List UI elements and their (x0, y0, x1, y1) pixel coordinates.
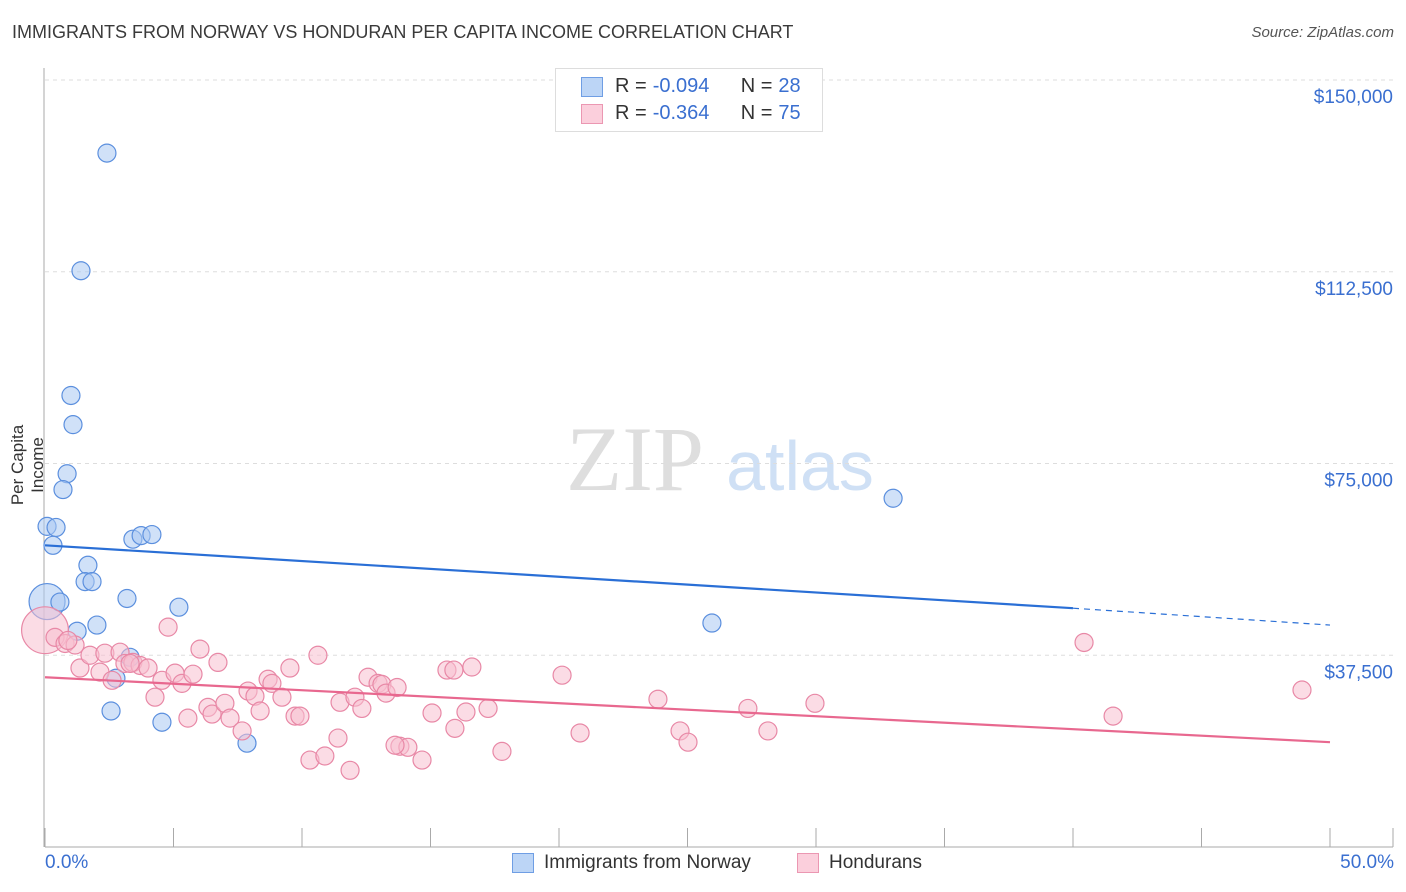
data-point (308, 645, 328, 665)
data-point (702, 613, 722, 633)
y-tick-label: $150,000 (1314, 87, 1393, 108)
data-point (422, 703, 442, 723)
data-point (385, 735, 405, 755)
r-label: R = (615, 102, 647, 124)
r-value: -0.364 (652, 102, 710, 124)
x-tick-min: 0.0% (45, 852, 89, 873)
bottom-legend-hondurans: Hondurans (797, 852, 922, 874)
data-point (250, 701, 270, 721)
data-point (678, 732, 698, 752)
data-point (208, 652, 228, 673)
r-label: R = (615, 75, 647, 97)
data-point (387, 677, 407, 698)
data-point (758, 721, 778, 741)
data-point (1103, 706, 1123, 726)
data-point (444, 660, 464, 680)
data-point (272, 687, 292, 707)
data-point (552, 665, 572, 685)
data-point (46, 517, 66, 538)
data-point (63, 415, 83, 435)
data-point (82, 572, 102, 592)
y-axis-label: Per Capita Income (8, 424, 47, 506)
data-point (78, 555, 98, 575)
legend-label: Immigrants from Norway (544, 852, 751, 873)
n-value: 75 (778, 102, 801, 124)
data-point (178, 708, 198, 728)
data-point (220, 708, 240, 728)
data-point (1292, 680, 1312, 700)
data-point (117, 588, 137, 609)
data-point (290, 706, 310, 726)
data-point (492, 741, 512, 761)
data-point (158, 617, 178, 637)
trend-line (44, 544, 1074, 610)
data-point (445, 718, 465, 738)
data-point (202, 704, 222, 724)
data-point (232, 721, 252, 741)
data-point (570, 723, 590, 743)
legend-row-hondurans: R = -0.364 N = 75 (581, 102, 801, 125)
data-point (61, 385, 81, 406)
data-point (340, 760, 360, 780)
data-point (50, 592, 70, 612)
data-point (120, 653, 140, 674)
data-point (57, 464, 77, 484)
data-point (1074, 632, 1094, 653)
watermark: atlas (726, 427, 874, 505)
data-point (352, 698, 372, 719)
data-point (738, 698, 758, 719)
data-point (280, 658, 300, 678)
legend-label: Hondurans (829, 852, 922, 873)
r-value: -0.094 (652, 75, 710, 97)
y-tick-label: $112,500 (1315, 279, 1393, 300)
data-point (478, 698, 498, 719)
data-point (145, 687, 165, 707)
data-point (648, 689, 668, 709)
chart-title: IMMIGRANTS FROM NORWAY VS HONDURAN PER C… (12, 22, 794, 42)
data-point (328, 728, 348, 748)
data-point (71, 261, 91, 281)
y-tick-label: $37,500 (1324, 662, 1393, 683)
data-point (183, 664, 203, 684)
data-point (883, 488, 903, 508)
data-point (70, 658, 90, 678)
data-point (53, 479, 73, 500)
legend-swatch (512, 853, 534, 873)
data-point (152, 712, 172, 732)
data-point (58, 630, 78, 651)
bottom-legend-norway: Immigrants from Norway (512, 852, 751, 874)
legend-swatch (797, 853, 819, 873)
n-label: N = (740, 75, 773, 97)
data-point (805, 693, 825, 713)
data-point (462, 657, 482, 677)
x-tick-max: 50.0% (1340, 852, 1394, 873)
data-point (169, 597, 189, 617)
trend-line-extension (1072, 607, 1331, 626)
data-point (97, 143, 117, 163)
trend-line (44, 676, 1331, 744)
data-point (456, 702, 476, 722)
source-label: Source: ZipAtlas.com (1251, 24, 1394, 41)
n-label: N = (740, 102, 773, 124)
y-tick-label: $75,000 (1324, 471, 1393, 492)
watermark: ZIP (566, 408, 704, 510)
legend-row-norway: R = -0.094 N = 28 (581, 75, 801, 98)
data-point (315, 746, 335, 766)
data-point (101, 701, 121, 721)
data-point (190, 639, 210, 659)
data-point (412, 750, 432, 770)
legend-swatch (581, 103, 603, 124)
n-value: 28 (778, 75, 801, 97)
legend-swatch (581, 76, 603, 97)
data-point (87, 615, 107, 635)
data-point (138, 658, 158, 678)
data-point (142, 524, 162, 545)
legend: R = -0.094 N = 28 R = -0.364 N = 75 (555, 68, 823, 132)
